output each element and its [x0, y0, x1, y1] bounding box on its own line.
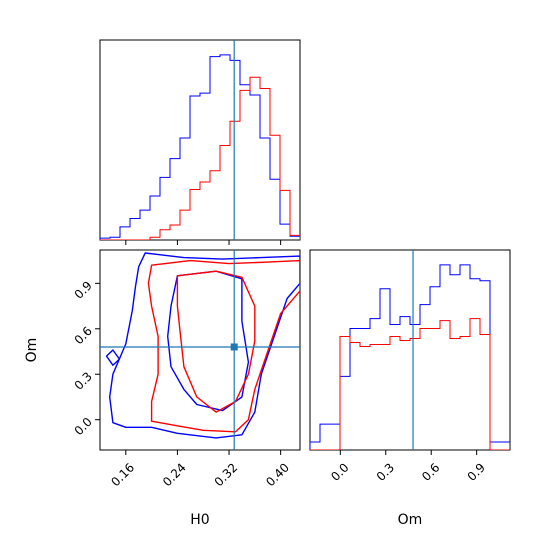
- joint-x-tick-label: 0.24: [160, 460, 189, 489]
- om-marginal-series-1-step: [310, 318, 510, 450]
- om-marginal-frame: [309, 249, 511, 451]
- h0-marginal-series-1-step: [100, 76, 300, 240]
- joint-x-axis-label: H0: [190, 512, 209, 528]
- joint-series-0-contour-2: [105, 349, 121, 366]
- joint-truth-marker: [230, 343, 238, 351]
- joint-series-1-contour-0: [147, 259, 300, 433]
- h0-marginal-series-0-step: [100, 54, 300, 240]
- om-marginal-x-axis-label: Om: [398, 512, 423, 528]
- om-marginal-x-tick-label: 0.3: [374, 460, 397, 483]
- om-marginal-x-tick-label: 0.6: [419, 460, 442, 483]
- joint-y-tick-label: 0.6: [72, 324, 95, 347]
- joint-series-0-contour-1: [167, 270, 250, 412]
- joint-series-0-contour-0: [109, 252, 300, 439]
- joint-panel-frame: [99, 249, 301, 451]
- joint-y-tick-label: 0.3: [72, 369, 95, 392]
- joint-y-axis-label: Om: [24, 338, 40, 363]
- joint-series-1-contour-1: [176, 270, 256, 413]
- joint-panel: 0.16 0.24 0.32 0.40 0.0 0.3 0.6 0.9: [72, 250, 300, 489]
- joint-x-tick-label: 0.16: [108, 460, 137, 489]
- joint-y-tick-label: 0.0: [72, 415, 95, 438]
- om-marginal-panel: 0.0 0.3 0.6 0.9: [310, 250, 510, 484]
- h0-marginal-panel: [100, 40, 300, 245]
- joint-x-tick-label: 0.40: [263, 460, 292, 489]
- om-marginal-x-tick-label: 0.9: [465, 460, 488, 483]
- joint-x-tick-label: 0.32: [212, 460, 241, 489]
- om-marginal-series-0-step: [310, 264, 510, 450]
- h0-marginal-frame: [99, 39, 301, 241]
- joint-y-tick-label: 0.9: [72, 278, 95, 301]
- om-marginal-x-tick-label: 0.0: [328, 460, 351, 483]
